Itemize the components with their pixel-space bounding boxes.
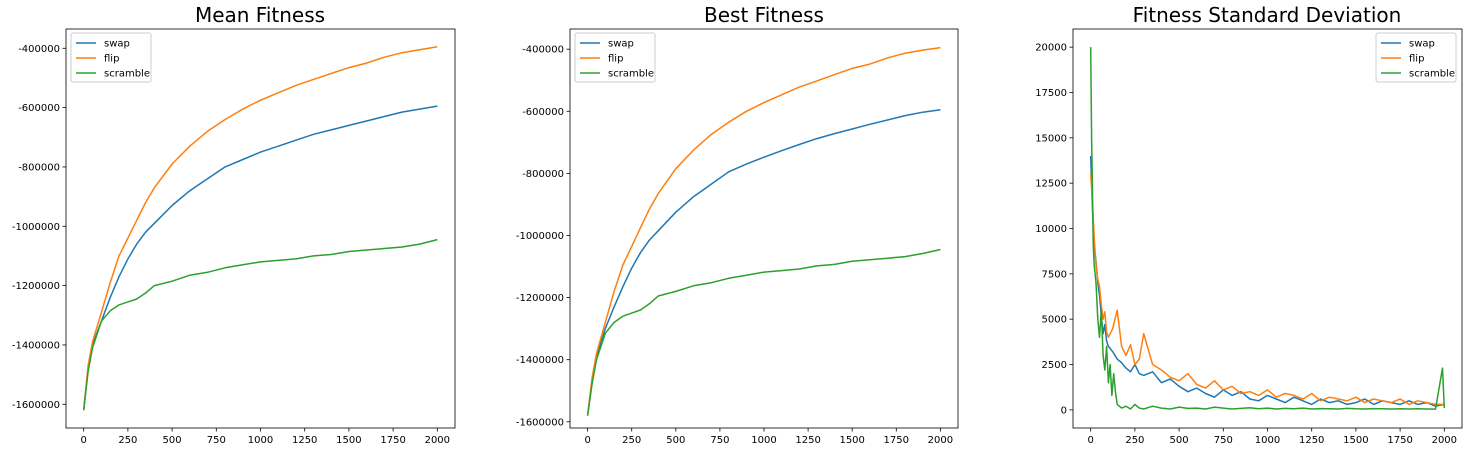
legend-label-swap: swap	[104, 39, 130, 50]
legend: swap flip scramble	[1375, 32, 1457, 83]
x-tick-label: 1750	[884, 435, 909, 446]
y-tick-label: 5000	[1042, 315, 1067, 326]
x-tick-label: 1000	[1255, 435, 1280, 446]
legend-box	[70, 32, 152, 83]
legend: swap flip scramble	[70, 32, 152, 83]
y-tick-label: 12500	[1035, 179, 1067, 190]
x-tick-label: 500	[163, 435, 182, 446]
chart-fitness-std: Fitness Standard Deviation 0 250 500 750 100…	[1035, 3, 1463, 446]
x-tick-label: 2000	[425, 435, 450, 446]
x-tick-label: 500	[1170, 435, 1189, 446]
y-tick-label: -1200000	[516, 293, 564, 304]
x-tick-label: 1000	[751, 435, 776, 446]
y-tick-label: -1400000	[12, 340, 60, 351]
x-tick-label: 750	[1214, 435, 1233, 446]
plot-frame	[1072, 28, 1463, 429]
x-tick-label: 2000	[1432, 435, 1457, 446]
y-tick-label: -800000	[18, 162, 60, 173]
y-tick-label: -400000	[18, 44, 60, 55]
plot-frame	[65, 28, 456, 429]
legend-label-flip: flip	[1409, 54, 1424, 65]
legend-box	[1375, 32, 1457, 83]
y-tick-label: 7500	[1042, 269, 1067, 280]
x-tick-label: 1250	[292, 435, 317, 446]
y-tick-label: -1600000	[516, 417, 564, 428]
chart-title: Fitness Standard Deviation	[1133, 3, 1402, 27]
y-tick-label: 0	[1061, 405, 1067, 416]
y-tick-label: 10000	[1035, 224, 1067, 235]
x-tick-label: 250	[1125, 435, 1144, 446]
x-tick-label: 500	[666, 435, 685, 446]
x-tick-label: 250	[622, 435, 641, 446]
chart-mean-fitness: Mean Fitness 0 250 500 750 1000 1250 1500 1750 2…	[12, 3, 456, 446]
x-tick-label: 0	[584, 435, 590, 446]
x-tick-label: 0	[80, 435, 86, 446]
y-tick-label: 20000	[1035, 43, 1067, 54]
legend-label-flip: flip	[104, 54, 119, 65]
series-line-scramble	[1089, 47, 1446, 410]
legend-label-swap: swap	[608, 39, 634, 50]
legend-label-flip: flip	[608, 54, 623, 65]
x-tick-label: 2000	[928, 435, 953, 446]
y-tick-label: -600000	[522, 107, 564, 118]
x-tick-label: 1250	[795, 435, 820, 446]
series-line-flip	[82, 46, 438, 411]
legend-label-scramble: scramble	[104, 69, 150, 80]
y-tick-label: 17500	[1035, 88, 1067, 99]
legend-label-swap: swap	[1409, 39, 1435, 50]
chart-best-fitness: Best Fitness 0 250 500 750 1000 1250 1500 1750 2…	[516, 3, 959, 446]
x-tick-label: 1750	[1387, 435, 1412, 446]
y-tick-label: -1600000	[12, 400, 60, 411]
series-line-swap	[82, 105, 438, 411]
y-tick-label: -1000000	[516, 231, 564, 242]
legend-box	[574, 32, 656, 83]
x-tick-label: 1000	[248, 435, 273, 446]
series-line-swap	[1089, 155, 1445, 407]
y-tick-label: -1400000	[516, 355, 564, 366]
plot-frame	[569, 28, 959, 429]
x-tick-label: 250	[118, 435, 137, 446]
y-tick-label: -800000	[522, 169, 564, 180]
x-tick-label: 1500	[336, 435, 361, 446]
series-line-swap	[586, 108, 941, 416]
series-line-scramble	[586, 248, 941, 416]
x-tick-label: 750	[710, 435, 729, 446]
x-tick-label: 1500	[1343, 435, 1368, 446]
y-tick-label: -400000	[522, 45, 564, 56]
series-line-scramble	[82, 238, 438, 411]
y-tick-label: 15000	[1035, 133, 1067, 144]
chart-title: Mean Fitness	[195, 3, 325, 27]
y-tick-label: -1200000	[12, 281, 60, 292]
y-tick-label: -600000	[18, 103, 60, 114]
legend-label-scramble: scramble	[1409, 69, 1455, 80]
y-tick-label: -1000000	[12, 222, 60, 233]
x-tick-label: 0	[1087, 435, 1093, 446]
x-tick-label: 1500	[839, 435, 864, 446]
x-tick-label: 750	[207, 435, 226, 446]
legend-label-scramble: scramble	[608, 69, 654, 80]
chart-title: Best Fitness	[704, 3, 824, 27]
y-tick-label: 2500	[1042, 360, 1067, 371]
x-tick-label: 1750	[380, 435, 405, 446]
series-line-flip	[1089, 174, 1445, 406]
series-line-flip	[586, 46, 941, 416]
x-tick-label: 1250	[1299, 435, 1324, 446]
legend: swap flip scramble	[574, 32, 656, 83]
